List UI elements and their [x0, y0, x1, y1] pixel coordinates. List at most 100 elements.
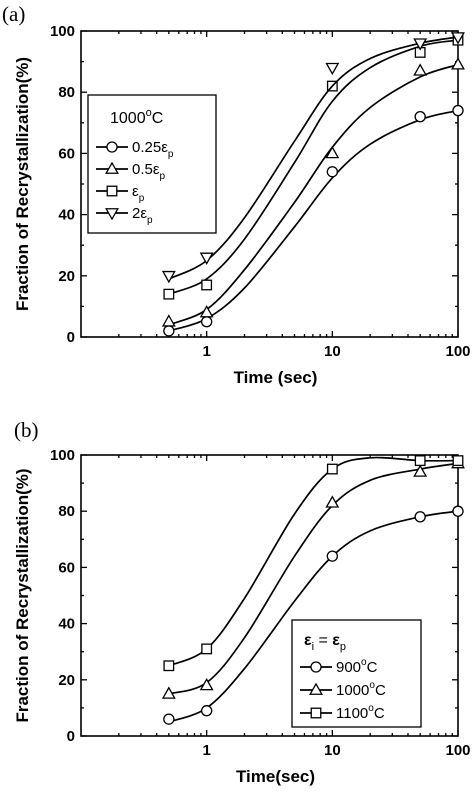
y-axis-title: Fraction of Recrystallization(%): [13, 468, 32, 722]
data-point-triangle-up: [199, 678, 214, 691]
legend-label-main: 2ε: [132, 205, 147, 222]
legend-title-sup: o: [146, 107, 152, 119]
data-point-triangle-up: [325, 145, 340, 159]
legend-title-lhs: ε: [304, 632, 312, 649]
legend-label-main: 900: [336, 659, 361, 676]
legend-label: 900oC: [336, 657, 378, 676]
legend-label-tail: C: [374, 705, 385, 722]
legend-marker-circle: [310, 661, 322, 673]
data-point-circle: [163, 713, 175, 725]
data-point-square: [163, 660, 175, 672]
x-tick-label: 100: [445, 742, 470, 759]
data-point-circle: [326, 166, 339, 178]
y-axis-title: Fraction of Recrystallization(%): [13, 57, 32, 311]
legend-title-tail: C: [152, 110, 164, 127]
legend-title-rhs-sub: p: [340, 641, 346, 653]
data-point-triangle-up: [413, 63, 428, 76]
data-point-square: [201, 279, 213, 291]
data-point-square: [201, 643, 213, 655]
data-point-triangle-up: [161, 686, 176, 699]
data-point-triangle-down: [199, 252, 214, 265]
legend-label-main: ε: [132, 183, 139, 200]
legend-label-main: 1000: [336, 682, 369, 699]
legend-title-eq: =: [314, 632, 332, 649]
data-point-triangle-up: [325, 495, 340, 508]
legend-label: εp: [132, 183, 145, 204]
fit-curve-circle: [168, 510, 459, 723]
legend-label-main: 0.25ε: [132, 139, 168, 156]
y-tick-label: 80: [58, 503, 75, 520]
x-tick-label: 1: [202, 343, 210, 360]
y-tick-label: 0: [67, 329, 75, 346]
legend-marker-square: [106, 185, 118, 197]
fit-curve-triangle-up: [168, 462, 459, 695]
data-point-triangle-up: [199, 305, 214, 318]
y-tick-label: 60: [58, 559, 75, 576]
data-point-circle: [452, 104, 464, 117]
legend-label-tail: C: [367, 659, 378, 676]
panel-label: (b): [14, 418, 39, 442]
legend-label-sub: p: [139, 193, 145, 204]
legend-marker-triangle-down: [105, 208, 119, 221]
y-tick-label: 100: [50, 447, 75, 464]
y-tick-label: 40: [58, 207, 75, 224]
data-point-triangle-down: [325, 62, 340, 76]
y-tick-label: 20: [58, 268, 75, 285]
legend-marker-circle: [106, 141, 118, 153]
data-point-square: [452, 455, 464, 467]
legend-label-main: 0.5ε: [132, 161, 160, 178]
legend-label: 2εp: [132, 205, 153, 226]
data-point-circle: [200, 705, 213, 717]
data-point-square: [326, 463, 338, 475]
fit-curve-triangle-up: [168, 63, 459, 326]
data-point-triangle-up: [451, 57, 465, 70]
fit-curve-triangle-down: [168, 36, 459, 280]
legend-label-sub: p: [160, 171, 166, 182]
legend-title-main: 1000: [110, 110, 146, 127]
data-point-square: [163, 288, 175, 300]
panel-label: (a): [2, 2, 25, 26]
x-axis-title: Time(sec): [236, 767, 315, 786]
data-point-circle: [326, 550, 339, 562]
chart-panel-b: (b) 0 20 40 60 80 100 1 10 100 Time(sec) Fraction o…: [13, 418, 471, 786]
y-tick-label: 80: [58, 84, 75, 101]
data-point-triangle-down: [451, 32, 465, 45]
x-axis-title: Time (sec): [234, 368, 318, 387]
y-tick-label: 20: [58, 672, 75, 689]
legend-label-main: 1100: [336, 705, 368, 722]
data-point-circle: [200, 316, 213, 328]
legend-label-sup: o: [361, 657, 367, 668]
y-tick-label: 60: [58, 145, 75, 162]
data-point-circle: [163, 325, 175, 337]
legend-label: 1000oC: [336, 680, 386, 699]
legend-marker-square: [310, 707, 322, 719]
data-point-square: [414, 455, 426, 467]
data-point-triangle-up: [413, 464, 428, 477]
data-point-triangle-down: [161, 270, 176, 284]
y-tick-label: 40: [58, 616, 75, 633]
legend-title: 1000oC: [110, 107, 163, 127]
legend-label-sub: p: [168, 149, 174, 160]
legend-marker-triangle-up: [105, 161, 119, 174]
chart-panel-a: (a) 0 20 40 60 80 100 1 10 100 Time (sec) Fraction …: [2, 2, 471, 387]
x-tick-label: 10: [324, 742, 341, 759]
data-point-circle: [414, 110, 426, 123]
legend-label: 0.5εp: [132, 161, 166, 182]
y-tick-label: 100: [50, 23, 75, 40]
data-point-triangle-down: [413, 38, 428, 51]
legend-label-sup: o: [369, 680, 375, 691]
legend-label-sub: p: [147, 215, 153, 226]
data-point-circle: [414, 511, 426, 523]
x-tick-label: 1: [202, 742, 210, 759]
legend-marker-triangle-up: [309, 682, 323, 695]
legend-label-sup: o: [368, 703, 374, 714]
legend-label-tail: C: [375, 682, 386, 699]
legend-label: 1100oC: [336, 703, 385, 722]
legend-title-rhs: ε: [332, 632, 340, 649]
legend-title: εi = εp: [304, 632, 346, 653]
fit-curve-square: [168, 39, 459, 295]
legend-label: 0.25εp: [132, 139, 174, 160]
data-point-circle: [452, 505, 464, 517]
x-tick-label: 100: [445, 343, 470, 360]
legend-title-lhs-sub: i: [312, 641, 314, 653]
